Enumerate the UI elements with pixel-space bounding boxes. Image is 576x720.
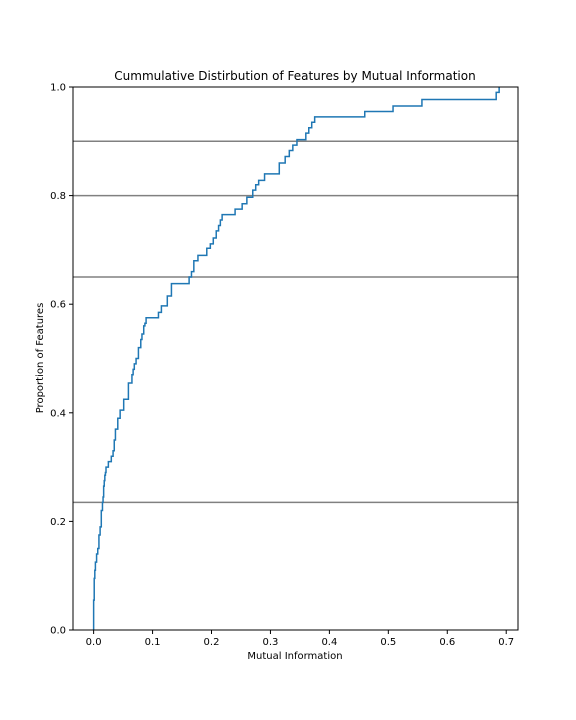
y-tick-label-4: 0.8 bbox=[50, 191, 66, 202]
y-tick-label-0: 0.0 bbox=[50, 626, 66, 637]
plot-frame bbox=[72, 86, 519, 631]
y-tick-label-5: 1.0 bbox=[50, 83, 66, 94]
x-tick-label-2: 0.2 bbox=[204, 637, 220, 648]
marks-layer: 0.0 0.1 0.2 0.3 0.4 0.5 0.6 0.7 0.0 0.2 0.4 0.6 0.8 1… bbox=[50, 83, 519, 648]
x-tick-label-7: 0.7 bbox=[498, 637, 514, 648]
chart-title: Cummulative Distirbution of Features by … bbox=[114, 69, 475, 83]
x-tick-label-0: 0.0 bbox=[86, 637, 102, 648]
x-tick-label-6: 0.6 bbox=[439, 637, 455, 648]
x-tick-label-3: 0.3 bbox=[262, 637, 278, 648]
cdf-step-line bbox=[92, 87, 500, 630]
y-tick-label-2: 0.4 bbox=[50, 408, 66, 419]
x-axis-label: Mutual Information bbox=[247, 651, 342, 662]
x-tick-label-5: 0.5 bbox=[380, 637, 396, 648]
x-tick-label-4: 0.4 bbox=[321, 637, 337, 648]
y-axis-label: Proportion of Features bbox=[35, 303, 46, 414]
x-tick-label-1: 0.1 bbox=[145, 637, 161, 648]
y-tick-label-1: 0.2 bbox=[50, 517, 66, 528]
y-tick-label-3: 0.6 bbox=[50, 300, 66, 311]
